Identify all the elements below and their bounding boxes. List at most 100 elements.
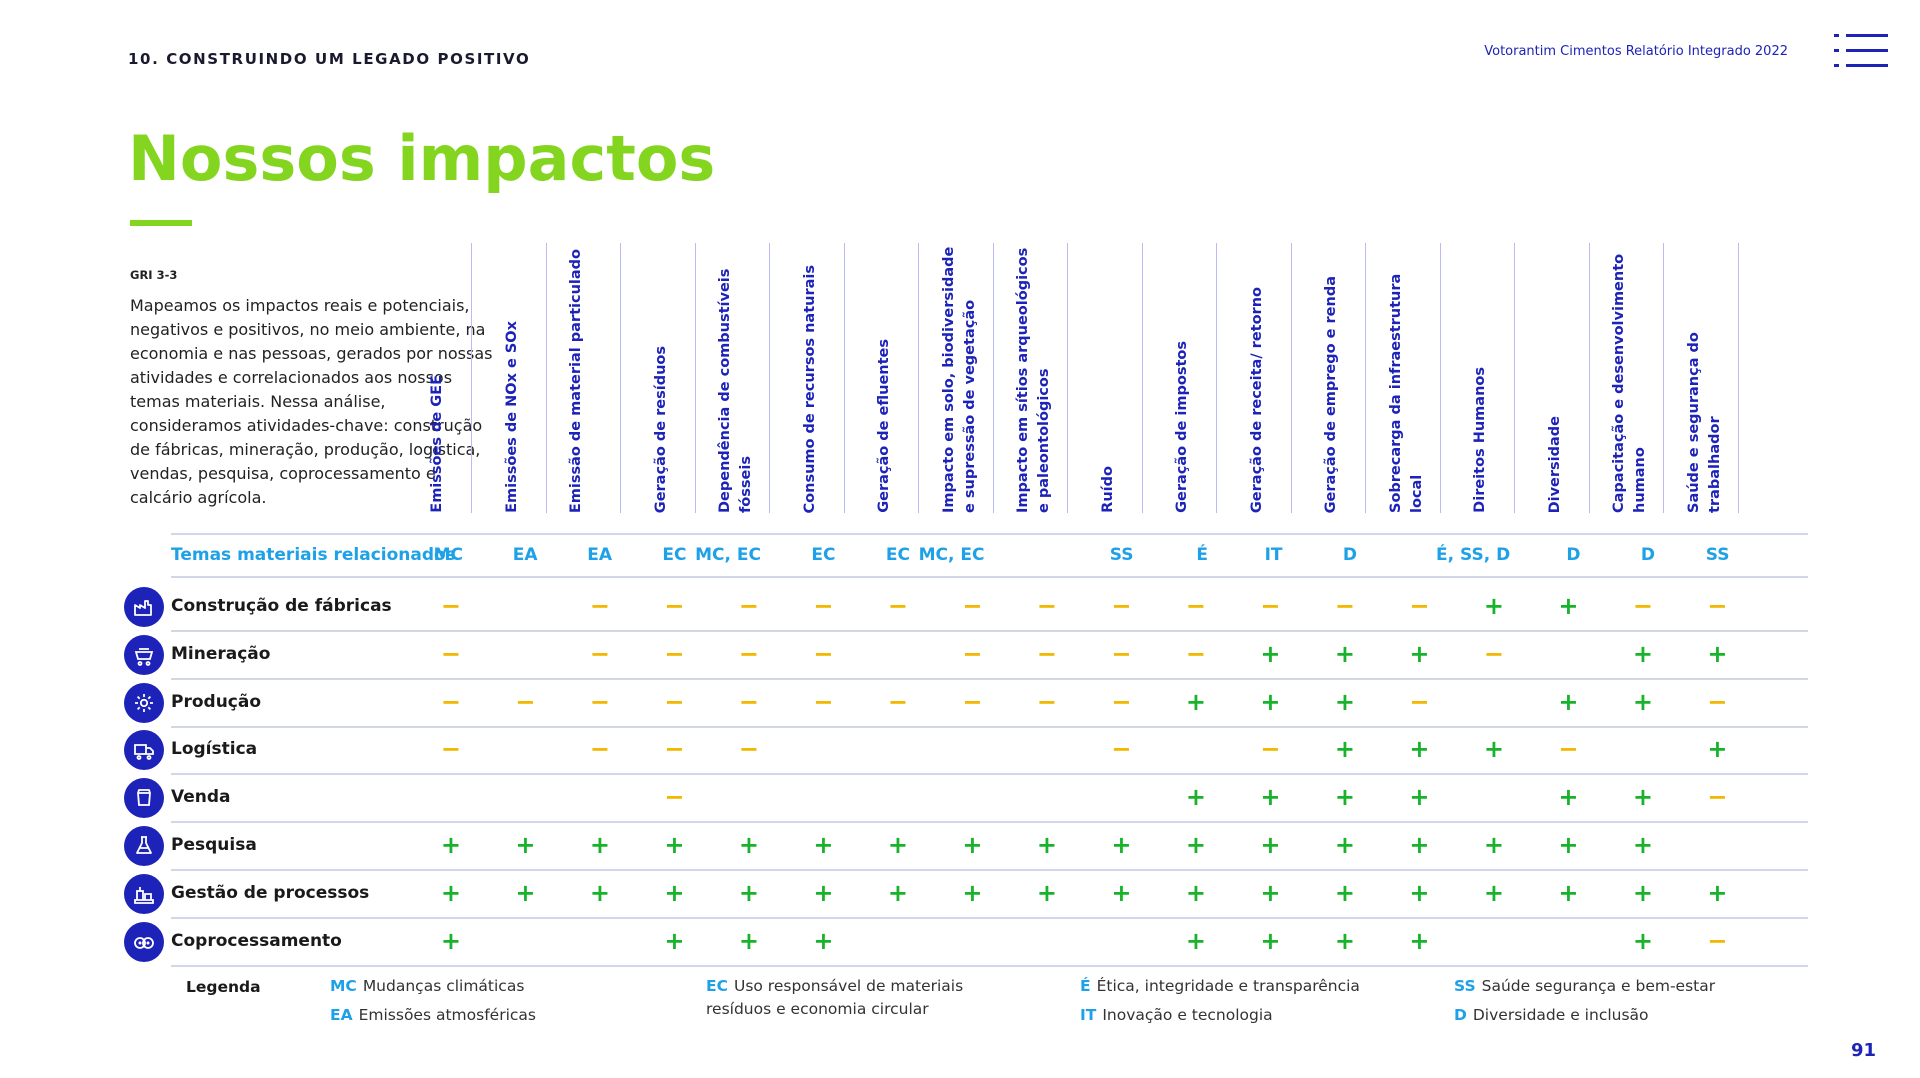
column-header-label: Impacto em solo, biodiversidade e supres… — [940, 246, 978, 513]
column-header: Ruído — [1068, 243, 1143, 513]
column-header-label: Emissões de NOx e SOx — [503, 321, 520, 513]
column-header: Direitos Humanos — [1440, 243, 1515, 513]
positive-impact-mark: + — [1334, 639, 1355, 668]
negative-impact-mark: − — [1632, 592, 1653, 620]
positive-impact-mark: + — [664, 878, 685, 907]
row-divider — [171, 725, 1808, 728]
truck-icon — [124, 730, 164, 771]
positive-impact-mark: + — [1558, 831, 1579, 859]
negative-impact-mark: − — [738, 639, 759, 668]
row-label: Construção de fábricas — [171, 596, 392, 616]
positive-impact-mark: + — [962, 878, 983, 907]
negative-impact-mark: − — [1185, 639, 1206, 668]
column-header: Dependência de combustíveis fósseis — [695, 243, 770, 513]
column-header-label: Consumo de recursos naturais — [801, 264, 818, 513]
column-header: Capacitação e desenvolvimento humano — [1589, 243, 1664, 513]
positive-impact-mark: + — [1632, 687, 1653, 716]
negative-impact-mark: − — [1409, 687, 1430, 716]
negative-impact-mark: − — [515, 687, 536, 716]
negative-impact-mark: − — [1036, 592, 1057, 620]
column-header: Emissão de material particulado — [546, 243, 621, 513]
positive-impact-mark: + — [1558, 592, 1579, 620]
column-header-label: Geração de impostos — [1174, 341, 1190, 513]
positive-impact-mark: + — [440, 926, 461, 955]
positive-impact-mark: + — [1707, 735, 1728, 764]
column-header-label: Emissão de material particulado — [568, 248, 584, 513]
positive-impact-mark: + — [738, 831, 759, 859]
positive-impact-mark: + — [1632, 831, 1653, 859]
positive-impact-mark: + — [1334, 878, 1355, 907]
positive-impact-mark: + — [1260, 926, 1281, 955]
theme-cell: É, SS, D — [1436, 545, 1511, 565]
theme-cell: D — [1640, 545, 1655, 565]
legend-item: IT Inovação e tecnologia — [1080, 1006, 1273, 1024]
theme-cell: É — [1196, 545, 1208, 565]
column-header-label: Geração de emprego e renda — [1323, 275, 1339, 513]
page-number: 91 — [1850, 1040, 1876, 1061]
theme-cell: IT — [1264, 545, 1283, 565]
positive-impact-mark: + — [1036, 878, 1057, 907]
positive-impact-mark: + — [1185, 926, 1206, 955]
gri-reference: GRI 3-3 — [130, 268, 178, 282]
mining-cart-icon — [124, 634, 164, 675]
theme-cell: D — [1342, 545, 1357, 565]
column-header: Consumo de recursos naturais — [770, 243, 845, 513]
theme-cell: D — [1566, 545, 1581, 565]
positive-impact-mark: + — [589, 831, 610, 859]
column-header-label: Ruído — [1099, 466, 1116, 513]
positive-impact-mark: + — [1036, 831, 1057, 859]
negative-impact-mark: − — [664, 783, 685, 812]
negative-impact-mark: − — [1707, 926, 1728, 955]
negative-impact-mark: − — [1111, 735, 1132, 764]
column-header: Geração de impostos — [1142, 243, 1217, 513]
column-header: Geração de receita/ retorno — [1217, 243, 1292, 513]
page-title: Nossos impactos — [128, 122, 716, 195]
cement-bag-icon — [124, 778, 164, 819]
positive-impact-mark: + — [1260, 687, 1281, 716]
title-underline — [130, 220, 192, 226]
positive-impact-mark: + — [1334, 687, 1355, 716]
negative-impact-mark: − — [589, 687, 610, 716]
negative-impact-mark: − — [1260, 735, 1281, 764]
negative-impact-mark: − — [738, 592, 759, 620]
positive-impact-mark: + — [1409, 639, 1430, 668]
negative-impact-mark: − — [664, 735, 685, 764]
positive-impact-mark: + — [1111, 878, 1132, 907]
negative-impact-mark: − — [1558, 735, 1579, 764]
positive-impact-mark: + — [1632, 639, 1653, 668]
positive-impact-mark: + — [1707, 639, 1728, 668]
negative-impact-mark: − — [1036, 687, 1057, 716]
theme-cell: SS — [1109, 545, 1134, 565]
positive-impact-mark: + — [813, 831, 834, 859]
column-header: Emissões de GEE — [397, 243, 472, 513]
positive-impact-mark: + — [1632, 878, 1653, 907]
positive-impact-mark: + — [1260, 639, 1281, 668]
column-header: Impacto em sítios arqueológicos e paleon… — [993, 243, 1068, 513]
flask-icon — [124, 826, 164, 866]
legend-item: É Ética, integridade e transparência — [1080, 977, 1360, 995]
column-header-label: Impacto em sítios arqueológicos e paleon… — [1015, 247, 1052, 513]
column-header: Geração de resíduos — [621, 243, 696, 513]
positive-impact-mark: + — [738, 926, 759, 955]
negative-impact-mark: − — [1111, 687, 1132, 716]
positive-impact-mark: + — [887, 878, 908, 907]
column-header-label: Capacitação e desenvolvimento humano — [1611, 253, 1648, 513]
positive-impact-mark: + — [1260, 878, 1281, 907]
negative-impact-mark: − — [962, 687, 983, 716]
report-title[interactable]: Votorantim Cimentos Relatório Integrado … — [1484, 44, 1788, 59]
column-header: Sobrecarga da infraestrutura local — [1366, 243, 1441, 513]
positive-impact-mark: + — [589, 878, 610, 907]
theme-cell: MC, EC — [918, 545, 985, 565]
legend-title: Legenda — [186, 978, 261, 996]
positive-impact-mark: + — [1334, 831, 1355, 859]
positive-impact-mark: + — [1185, 878, 1206, 907]
row-divider — [171, 964, 1808, 967]
gear-icon — [124, 682, 164, 723]
negative-impact-mark: − — [440, 687, 461, 716]
negative-impact-mark: − — [1111, 592, 1132, 620]
negative-impact-mark: − — [813, 592, 834, 620]
negative-impact-mark: − — [738, 687, 759, 716]
row-label: Produção — [171, 691, 262, 712]
menu-icon[interactable] — [1834, 34, 1888, 68]
row-label: Coprocessamento — [171, 930, 342, 951]
